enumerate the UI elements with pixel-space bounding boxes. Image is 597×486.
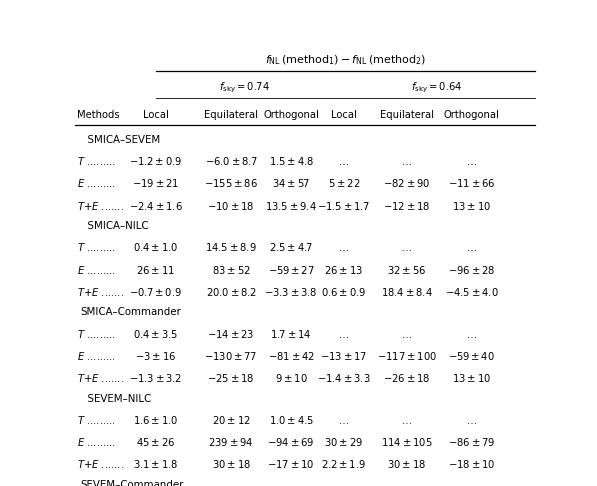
Text: $-4.5 \pm 4.0$: $-4.5 \pm 4.0$ [445,286,498,298]
Text: $T$ .........: $T$ ......... [77,328,116,340]
Text: $-13 \pm 17$: $-13 \pm 17$ [320,350,368,362]
Text: $5 \pm 22$: $5 \pm 22$ [328,177,360,189]
Text: $-10 \pm 18$: $-10 \pm 18$ [207,200,255,211]
Text: $\ldots$: $\ldots$ [401,416,413,426]
Text: $45 \pm 26$: $45 \pm 26$ [136,436,175,448]
Text: $239 \pm 94$: $239 \pm 94$ [208,436,254,448]
Text: $f_{\mathrm{sky}} = 0.64$: $f_{\mathrm{sky}} = 0.64$ [411,81,463,95]
Text: $1.0 \pm 4.5$: $1.0 \pm 4.5$ [269,414,314,426]
Text: $20 \pm 12$: $20 \pm 12$ [212,414,250,426]
Text: $-1.4 \pm 3.3$: $-1.4 \pm 3.3$ [317,372,371,384]
Text: $E$ .........: $E$ ......... [77,263,116,276]
Text: $-2.4 \pm 1.6$: $-2.4 \pm 1.6$ [129,200,183,211]
Text: $30 \pm 18$: $30 \pm 18$ [387,458,426,470]
Text: $14.5 \pm 8.9$: $14.5 \pm 8.9$ [205,241,257,253]
Text: $E$ .........: $E$ ......... [77,177,116,189]
Text: $13 \pm 10$: $13 \pm 10$ [452,200,491,211]
Text: $83 \pm 52$: $83 \pm 52$ [212,263,250,276]
Text: $T$ .........: $T$ ......... [77,241,116,253]
Text: Orthogonal: Orthogonal [263,110,319,120]
Text: $-26 \pm 18$: $-26 \pm 18$ [383,372,430,384]
Text: $-19 \pm 21$: $-19 \pm 21$ [132,177,179,189]
Text: $-1.2 \pm 0.9$: $-1.2 \pm 0.9$ [129,155,182,167]
Text: $\ldots$: $\ldots$ [338,330,349,340]
Text: $T$ .........: $T$ ......... [77,155,116,167]
Text: $3.1 \pm 1.8$: $3.1 \pm 1.8$ [133,458,178,470]
Text: $-11 \pm 66$: $-11 \pm 66$ [448,177,496,189]
Text: $T$+$E$ .......: $T$+$E$ ....... [77,286,124,298]
Text: $-81 \pm 42$: $-81 \pm 42$ [267,350,315,362]
Text: Local: Local [331,110,357,120]
Text: $1.6 \pm 1.0$: $1.6 \pm 1.0$ [133,414,179,426]
Text: $T$ .........: $T$ ......... [77,414,116,426]
Text: Equilateral: Equilateral [380,110,434,120]
Text: $E$ .........: $E$ ......... [77,436,116,448]
Text: $9 \pm 10$: $9 \pm 10$ [275,372,307,384]
Text: $\ldots$: $\ldots$ [401,243,413,253]
Text: $18.4 \pm 8.4$: $18.4 \pm 8.4$ [381,286,433,298]
Text: $-155 \pm 86$: $-155 \pm 86$ [204,177,258,189]
Text: $T$+$E$ .......: $T$+$E$ ....... [77,372,124,384]
Text: $0.4 \pm 3.5$: $0.4 \pm 3.5$ [133,328,178,340]
Text: SMICA–Commander: SMICA–Commander [81,307,181,317]
Text: $\ldots$: $\ldots$ [466,157,477,167]
Text: $-94 \pm 69$: $-94 \pm 69$ [267,436,315,448]
Text: $2.2 \pm 1.9$: $2.2 \pm 1.9$ [321,458,367,470]
Text: $-17 \pm 10$: $-17 \pm 10$ [267,458,315,470]
Text: $\ldots$: $\ldots$ [466,330,477,340]
Text: $\ldots$: $\ldots$ [338,416,349,426]
Text: $32 \pm 56$: $32 \pm 56$ [387,263,426,276]
Text: Orthogonal: Orthogonal [444,110,500,120]
Text: $0.6 \pm 0.9$: $0.6 \pm 0.9$ [321,286,367,298]
Text: $-86 \pm 79$: $-86 \pm 79$ [448,436,496,448]
Text: $\ldots$: $\ldots$ [466,243,477,253]
Text: $-25 \pm 18$: $-25 \pm 18$ [207,372,255,384]
Text: $1.7 \pm 14$: $1.7 \pm 14$ [270,328,312,340]
Text: $-3.3 \pm 3.8$: $-3.3 \pm 3.8$ [264,286,318,298]
Text: SEVEM–Commander: SEVEM–Commander [81,480,184,486]
Text: $2.5 \pm 4.7$: $2.5 \pm 4.7$ [269,241,313,253]
Text: $13 \pm 10$: $13 \pm 10$ [452,372,491,384]
Text: $26 \pm 11$: $26 \pm 11$ [136,263,175,276]
Text: $114 \pm 105$: $114 \pm 105$ [381,436,433,448]
Text: $\ldots$: $\ldots$ [338,157,349,167]
Text: $-1.3 \pm 3.2$: $-1.3 \pm 3.2$ [129,372,182,384]
Text: $\ldots$: $\ldots$ [401,157,413,167]
Text: $\ldots$: $\ldots$ [466,416,477,426]
Text: $30 \pm 18$: $30 \pm 18$ [211,458,251,470]
Text: $-130 \pm 77$: $-130 \pm 77$ [204,350,258,362]
Text: $f_{\mathrm{sky}} = 0.74$: $f_{\mathrm{sky}} = 0.74$ [219,81,269,95]
Text: $-82 \pm 90$: $-82 \pm 90$ [383,177,430,189]
Text: SMICA–NILC: SMICA–NILC [81,221,148,231]
Text: $-59 \pm 27$: $-59 \pm 27$ [268,263,315,276]
Text: $f_{\mathrm{NL}}\,(\mathrm{method}_1) - f_{\mathrm{NL}}\,(\mathrm{method}_2)$: $f_{\mathrm{NL}}\,(\mathrm{method}_1) - … [264,53,426,67]
Text: $26 \pm 13$: $26 \pm 13$ [325,263,364,276]
Text: SEVEM–NILC: SEVEM–NILC [81,394,151,403]
Text: $\ldots$: $\ldots$ [338,243,349,253]
Text: $20.0 \pm 8.2$: $20.0 \pm 8.2$ [205,286,257,298]
Text: $E$ .........: $E$ ......... [77,350,116,362]
Text: $-14 \pm 23$: $-14 \pm 23$ [207,328,255,340]
Text: $0.4 \pm 1.0$: $0.4 \pm 1.0$ [133,241,179,253]
Text: $-1.5 \pm 1.7$: $-1.5 \pm 1.7$ [318,200,370,211]
Text: $30 \pm 29$: $30 \pm 29$ [325,436,364,448]
Text: $1.5 \pm 4.8$: $1.5 \pm 4.8$ [269,155,313,167]
Text: Methods: Methods [77,110,119,120]
Text: $-3 \pm 16$: $-3 \pm 16$ [135,350,176,362]
Text: Equilateral: Equilateral [204,110,258,120]
Text: $-18 \pm 10$: $-18 \pm 10$ [448,458,496,470]
Text: $-12 \pm 18$: $-12 \pm 18$ [383,200,430,211]
Text: $13.5 \pm 9.4$: $13.5 \pm 9.4$ [265,200,317,211]
Text: $-0.7 \pm 0.9$: $-0.7 \pm 0.9$ [129,286,182,298]
Text: $-6.0 \pm 8.7$: $-6.0 \pm 8.7$ [205,155,257,167]
Text: $34 \pm 57$: $34 \pm 57$ [272,177,310,189]
Text: $T$+$E$ .......: $T$+$E$ ....... [77,200,124,211]
Text: Local: Local [143,110,168,120]
Text: $\ldots$: $\ldots$ [401,330,413,340]
Text: $-96 \pm 28$: $-96 \pm 28$ [448,263,496,276]
Text: SMICA–SEVEM: SMICA–SEVEM [81,135,160,145]
Text: $-117 \pm 100$: $-117 \pm 100$ [377,350,437,362]
Text: $T$+$E$ .......: $T$+$E$ ....... [77,458,124,470]
Text: $-59 \pm 40$: $-59 \pm 40$ [448,350,495,362]
